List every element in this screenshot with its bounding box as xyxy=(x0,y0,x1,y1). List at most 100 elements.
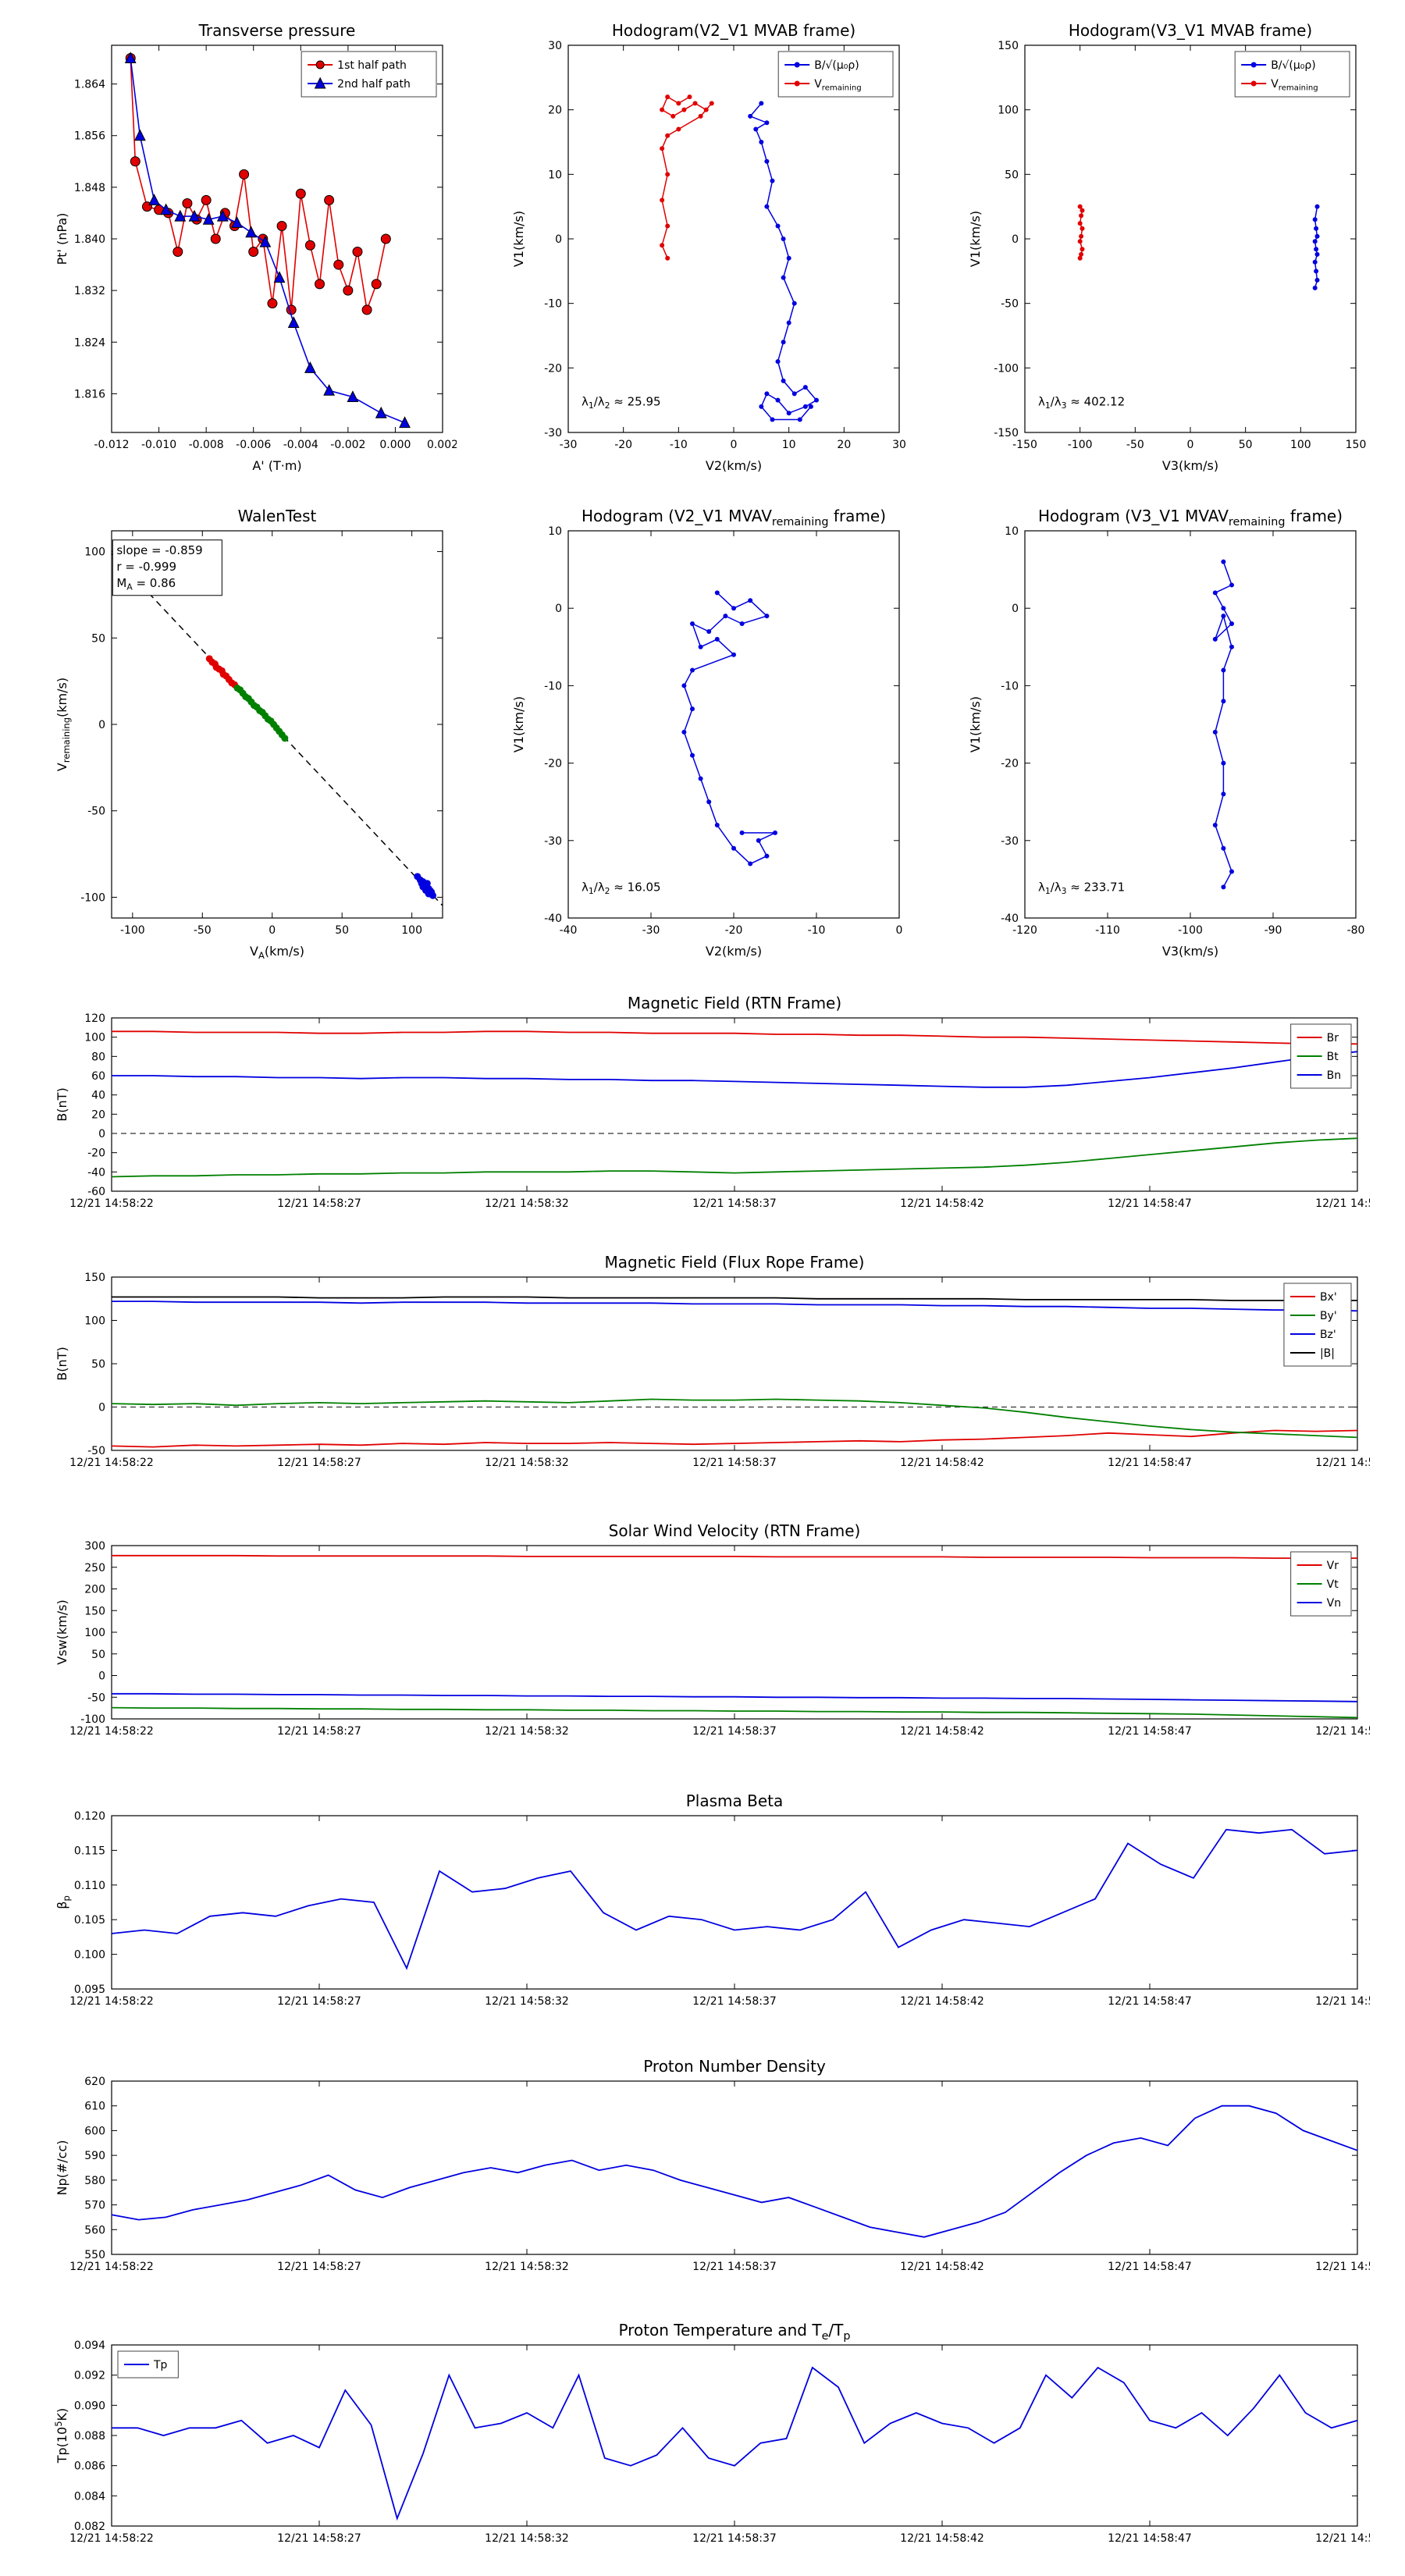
svg-text:V1(km/s): V1(km/s) xyxy=(968,211,983,267)
bfield-rtn-series-bt xyxy=(111,1137,1358,1178)
svg-text:-20: -20 xyxy=(725,924,743,937)
svg-text:0.094: 0.094 xyxy=(74,2339,105,2352)
svg-text:Vsw(km/s): Vsw(km/s) xyxy=(55,1599,69,1664)
svg-text:V2(km/s): V2(km/s) xyxy=(706,944,762,959)
chart-hodogram-v2v1-mvav: Hodogram (V2_V1 MVAVremaining frame) -40-… xyxy=(500,500,913,968)
svg-text:12/21 14:58:52: 12/21 14:58:52 xyxy=(1315,2532,1370,2545)
svg-text:WalenTest: WalenTest xyxy=(238,507,317,525)
svg-text:12/21 14:58:42: 12/21 14:58:42 xyxy=(900,1457,984,1469)
svg-text:Solar Wind Velocity (RTN Frame: Solar Wind Velocity (RTN Frame) xyxy=(609,1521,861,1540)
chart-hodogram-v2v1-mvab: Hodogram(V2_V1 MVAB frame) -30 -20 -10 0 10 20… xyxy=(500,14,913,482)
svg-text:40: 40 xyxy=(91,1090,105,1102)
svg-text:12/21 14:58:42: 12/21 14:58:42 xyxy=(900,2532,984,2545)
svg-text:0.120: 0.120 xyxy=(74,1810,105,1823)
chart-bfield-fluxrope: Magnetic Field (Flux Rope Frame) 12/21 14… xyxy=(43,1249,1400,1475)
svg-text:250: 250 xyxy=(84,1562,105,1574)
svg-text:Br: Br xyxy=(1327,1032,1339,1044)
svg-text:100: 100 xyxy=(84,1315,105,1328)
svg-text:300: 300 xyxy=(84,1540,105,1553)
svg-text:1.824: 1.824 xyxy=(74,336,105,349)
svg-text:-40: -40 xyxy=(87,1166,105,1179)
svg-text:620: 620 xyxy=(84,2076,105,2088)
svg-text:V1(km/s): V1(km/s) xyxy=(511,211,526,267)
svg-text:12/21 14:58:42: 12/21 14:58:42 xyxy=(900,2261,984,2273)
svg-text:|B|: |B| xyxy=(1320,1347,1335,1360)
svg-text:-110: -110 xyxy=(1095,924,1120,937)
svg-text:12/21 14:58:42: 12/21 14:58:42 xyxy=(900,1995,984,2008)
svg-text:0: 0 xyxy=(98,1128,105,1140)
svg-text:-10: -10 xyxy=(670,439,688,451)
svg-text:12/21 14:58:22: 12/21 14:58:22 xyxy=(69,1197,154,1210)
svg-text:Vr: Vr xyxy=(1327,1560,1339,1572)
svg-text:VA(km/s): VA(km/s) xyxy=(250,944,304,961)
proton-density-axes: Proton Number Density 12/21 14:58:22 12/21… xyxy=(55,2057,1400,2273)
svg-text:610: 610 xyxy=(84,2101,105,2113)
svg-text:0.105: 0.105 xyxy=(74,1914,105,1927)
bfield-fluxrope-svg: Magnetic Field (Flux Rope Frame) 12/21 14… xyxy=(55,1253,1400,1469)
svg-text:-30: -30 xyxy=(544,835,562,848)
bfield-fluxrope-series-bz- xyxy=(112,1300,1358,1312)
svg-text:-10: -10 xyxy=(808,924,826,937)
svg-text:-0.006: -0.006 xyxy=(236,439,271,451)
bfield-rtn-series-br xyxy=(112,1030,1357,1045)
svg-text:-100: -100 xyxy=(120,924,145,937)
svg-text:Proton Temperature and Te/Tp: Proton Temperature and Te/Tp xyxy=(618,2321,850,2343)
svg-text:A' (T·m): A' (T·m) xyxy=(252,458,301,473)
svg-text:0.088: 0.088 xyxy=(74,2430,105,2443)
svg-text:12/21 14:58:52: 12/21 14:58:52 xyxy=(1315,1995,1370,2008)
transverse-pressure-svg: Transverse pressure -0.012 -0.010 -0.008 -0.… xyxy=(55,21,458,473)
proton-density-svg: Proton Number Density 12/21 14:58:22 12/21… xyxy=(55,2057,1400,2273)
svg-text:30: 30 xyxy=(548,40,562,52)
svg-text:B/√(μ₀ρ): B/√(μ₀ρ) xyxy=(1271,59,1316,72)
svg-text:By': By' xyxy=(1320,1310,1337,1322)
svg-text:-60: -60 xyxy=(87,1186,105,1198)
svg-text:12/21 14:58:22: 12/21 14:58:22 xyxy=(69,1457,154,1469)
transverse-pressure-legend: 1st half path 2nd half path xyxy=(301,51,437,98)
svg-text:12/21 14:58:52: 12/21 14:58:52 xyxy=(1315,1197,1370,1210)
svg-text:0.110: 0.110 xyxy=(74,1880,105,1892)
svg-text:12/21 14:58:22: 12/21 14:58:22 xyxy=(69,1725,154,1738)
vsw-rtn-series-vr xyxy=(112,1554,1357,1559)
svg-text:10: 10 xyxy=(548,525,562,538)
proton-temp-axes: Proton Temperature and Te/Tp 12/21 14:58:… xyxy=(53,2321,1400,2545)
svg-text:-20: -20 xyxy=(87,1147,105,1160)
svg-text:-10: -10 xyxy=(1001,680,1019,692)
svg-text:1.856: 1.856 xyxy=(74,130,105,143)
svg-text:50: 50 xyxy=(91,632,105,645)
svg-text:Np(#/cc): Np(#/cc) xyxy=(55,2140,69,2196)
svg-text:B(nT): B(nT) xyxy=(55,1347,69,1380)
walen-test-svg: WalenTest -100 -50 0 50 100 -100 -50 0 50 100 VA(km… xyxy=(55,507,443,961)
svg-text:-50: -50 xyxy=(87,806,105,818)
svg-text:0.090: 0.090 xyxy=(74,2400,105,2412)
bfield-fluxrope-axes: Magnetic Field (Flux Rope Frame) 12/21 14… xyxy=(55,1253,1400,1469)
svg-text:-30: -30 xyxy=(560,439,578,451)
transverse-pressure-series-1st-half-path xyxy=(125,53,391,315)
svg-text:120: 120 xyxy=(84,1012,105,1025)
walen-test-series-cluster xyxy=(414,873,436,899)
svg-text:slope = -0.859: slope = -0.859 xyxy=(116,543,202,557)
chart-hodogram-v3v1-mvab: Hodogram(V3_V1 MVAB frame) -150 -100 -50 0 50… xyxy=(956,14,1370,482)
svg-text:100: 100 xyxy=(84,1627,105,1639)
svg-text:0: 0 xyxy=(1012,233,1019,246)
svg-text:Hodogram (V3_V1 MVAVremaining: Hodogram (V3_V1 MVAVremaining frame) xyxy=(1038,507,1343,528)
bfield-rtn-legend: Br Bt Bn xyxy=(1290,1023,1352,1089)
svg-text:100: 100 xyxy=(401,924,422,937)
svg-text:Bt: Bt xyxy=(1327,1051,1339,1063)
chart-hodogram-v3v1-mvav: Hodogram (V3_V1 MVAVremaining frame) -120… xyxy=(956,500,1370,968)
svg-text:0.086: 0.086 xyxy=(74,2460,105,2473)
svg-text:-20: -20 xyxy=(544,758,562,770)
svg-text:-20: -20 xyxy=(1001,758,1019,770)
proton-temp-svg: Proton Temperature and Te/Tp 12/21 14:58:… xyxy=(53,2321,1400,2545)
svg-text:Magnetic Field (RTN Frame): Magnetic Field (RTN Frame) xyxy=(628,994,841,1012)
svg-text:λ1/λ2 ≈ 16.05: λ1/λ2 ≈ 16.05 xyxy=(582,880,661,896)
vsw-rtn-axes: Solar Wind Velocity (RTN Frame) 12/21 14:… xyxy=(55,1521,1400,1738)
svg-text:Pt' (nPa): Pt' (nPa) xyxy=(55,213,69,265)
svg-text:12/21 14:58:42: 12/21 14:58:42 xyxy=(900,1197,984,1210)
svg-text:0.082: 0.082 xyxy=(74,2521,105,2533)
svg-text:-50: -50 xyxy=(1001,298,1019,311)
svg-text:0.084: 0.084 xyxy=(74,2490,105,2503)
plasma-beta-series-beta-p xyxy=(111,1828,1358,1970)
svg-text:100: 100 xyxy=(1290,439,1311,451)
svg-text:λ1/λ3 ≈ 233.71: λ1/λ3 ≈ 233.71 xyxy=(1038,880,1125,896)
walen-test-series-second-half xyxy=(233,685,289,742)
